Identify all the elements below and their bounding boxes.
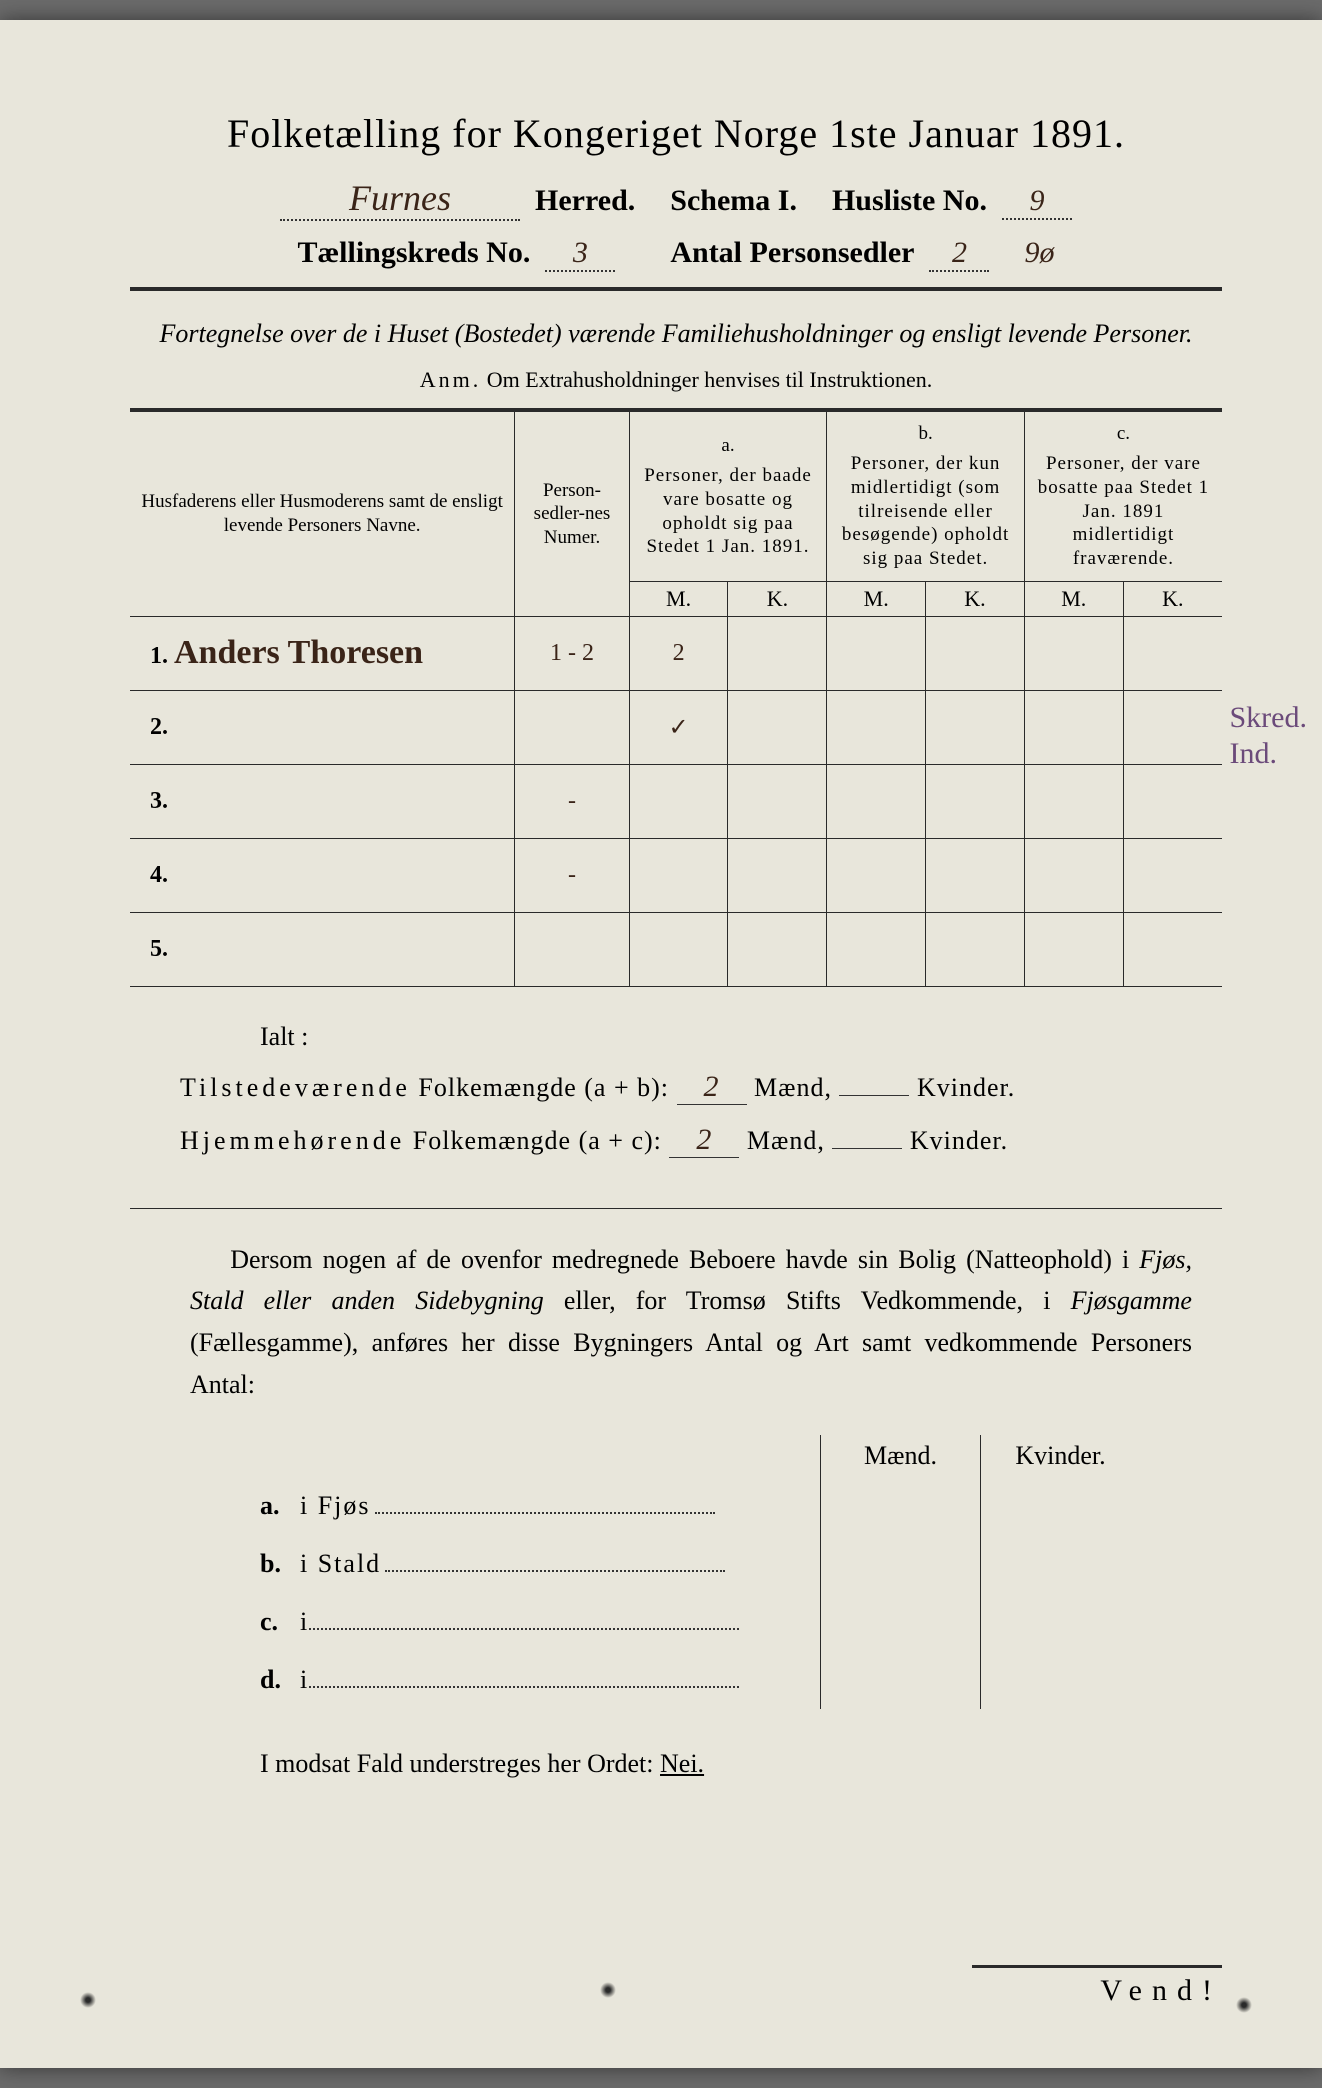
col-head-num: Person-sedler-nes Numer. [515,410,629,616]
ialt-row-2: Hjemmehørende Folkemængde (a + c): 2 Mæn… [180,1123,1222,1158]
rule-1 [130,287,1222,291]
col-head-a: a. Personer, der baade vare bosatte og o… [629,410,827,581]
col-head-name: Husfaderens eller Husmoderens samt de en… [130,410,515,616]
col-a-k: K. [728,581,827,616]
kreds-label: Tællingskreds No. [298,236,531,270]
ialt-row-1: Tilstedeværende Folkemængde (a + b): 2 M… [180,1070,1222,1105]
margin-note: Skred. Ind. [1230,700,1308,772]
nei-word: Nei. [660,1749,704,1778]
vend-label: Vend! [972,1965,1222,2008]
side-hdr-k: Kvinder. [980,1435,1140,1477]
table-row: 5. [130,912,1222,986]
col-c-k: K. [1123,581,1222,616]
ink-spot [600,1982,616,1998]
ink-spot [80,1992,96,2008]
side-hdr-m: Mænd. [820,1435,980,1477]
husliste-value: 9 [1002,184,1072,220]
ialt-label: Ialt : [260,1022,1222,1052]
anm-label: Anm. [420,367,482,392]
side-table: Mænd. Kvinder. a. i Fjøs b. i Stald c. i… [250,1435,1142,1709]
col-c-m: M. [1024,581,1123,616]
antal-label: Antal Personsedler [670,236,914,270]
nei-line: I modsat Fald understreges her Ordet: Ne… [260,1749,1222,1779]
extra-mark: 9ø [1024,236,1054,270]
anm-line: Anm. Om Extrahusholdninger henvises til … [130,367,1222,393]
col-head-b: b. Personer, der kun midlertidigt (som t… [827,410,1025,581]
ialt-1-m: 2 [677,1070,747,1105]
anm-text: Om Extrahusholdninger henvises til Instr… [487,367,932,392]
kreds-value: 3 [545,236,615,272]
table-row: 1. Anders Thoresen 1 - 2 2 [130,616,1222,690]
header-row-1: Furnes Herred. Schema I. Husliste No. 9 [130,177,1222,221]
paragraph: Dersom nogen af de ovenfor medregnede Be… [190,1239,1192,1405]
herred-value: Furnes [280,177,520,221]
table-row: 4. - [130,838,1222,912]
ink-spot [1236,1997,1252,2013]
antal-value: 2 [929,236,989,272]
header-row-2: Tællingskreds No. 3 Antal Personsedler 2… [130,236,1222,272]
col-b-m: M. [827,581,926,616]
table-row: 3. - [130,764,1222,838]
husliste-label: Husliste No. [832,184,987,218]
ialt-2-k [832,1148,902,1149]
schema-label: Schema I. [670,184,797,218]
col-a-m: M. [629,581,728,616]
main-table: Husfaderens eller Husmoderens samt de en… [130,408,1222,987]
herred-label: Herred. [535,184,635,218]
ialt-2-m: 2 [669,1123,739,1158]
table-body: 1. Anders Thoresen 1 - 2 2 2. ✓ 3 [130,616,1222,986]
col-b-k: K. [926,581,1025,616]
subtitle: Fortegnelse over de i Huset (Bostedet) v… [130,316,1222,352]
table-row: 2. ✓ [130,690,1222,764]
rule-2 [130,1208,1222,1209]
page-title: Folketælling for Kongeriget Norge 1ste J… [130,110,1222,157]
census-form-page: Folketælling for Kongeriget Norge 1ste J… [0,20,1322,2068]
col-head-c: c. Personer, der vare bosatte paa Stedet… [1024,410,1222,581]
ialt-1-k [839,1095,909,1096]
